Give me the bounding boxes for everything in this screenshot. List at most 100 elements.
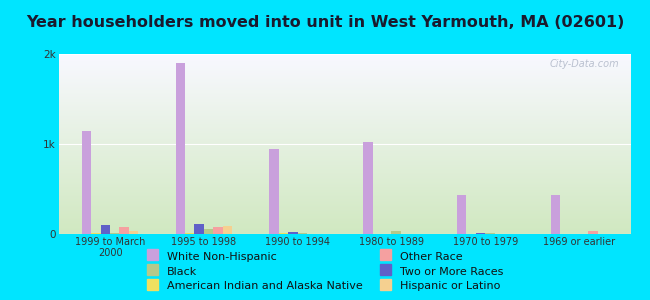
Bar [58, 102, 630, 103]
Bar [372, 233, 382, 234]
Bar [58, 136, 630, 137]
Bar [58, 165, 630, 166]
Bar [58, 203, 630, 204]
Bar [58, 200, 630, 201]
Bar [58, 145, 630, 146]
Bar [58, 206, 630, 207]
Bar [58, 156, 630, 157]
Text: City-Data.com: City-Data.com [549, 59, 619, 69]
Bar [382, 233, 391, 234]
Bar [58, 201, 630, 202]
Bar [58, 111, 630, 112]
Bar [58, 81, 630, 82]
Bar [58, 179, 630, 180]
Bar [58, 198, 630, 199]
Bar [58, 91, 630, 92]
Bar [58, 87, 630, 88]
Bar [58, 139, 630, 140]
Bar [58, 129, 630, 130]
Bar [58, 115, 630, 116]
Bar [58, 100, 630, 101]
Bar [58, 188, 630, 189]
Bar [58, 144, 630, 145]
Bar [58, 99, 630, 100]
Bar [58, 214, 630, 215]
Bar [58, 67, 630, 68]
Bar [58, 141, 630, 142]
Bar [58, 233, 630, 234]
Bar [58, 132, 630, 133]
Bar [58, 194, 630, 195]
Bar [58, 59, 630, 60]
Bar [58, 147, 630, 148]
Bar [58, 220, 630, 221]
Bar [551, 195, 560, 234]
Bar [58, 94, 630, 95]
Bar [58, 114, 630, 115]
Bar [58, 232, 630, 233]
Bar [58, 85, 630, 86]
Bar [58, 113, 630, 114]
Bar [307, 233, 317, 234]
Bar [58, 105, 630, 106]
Bar [58, 183, 630, 184]
Bar [401, 233, 410, 234]
Bar [58, 170, 630, 171]
Bar [58, 204, 630, 205]
Bar [58, 119, 630, 120]
Bar [279, 233, 288, 234]
Bar [58, 148, 630, 149]
Bar [58, 209, 630, 210]
Bar [58, 216, 630, 217]
Bar [58, 158, 630, 159]
Bar [58, 143, 630, 144]
Bar [58, 110, 630, 111]
Bar [58, 228, 630, 229]
Bar [467, 233, 476, 234]
Bar [58, 116, 630, 117]
Bar [58, 92, 630, 93]
Bar [58, 210, 630, 211]
Bar [58, 137, 630, 138]
Bar [58, 112, 630, 113]
Bar [58, 79, 630, 80]
Bar [58, 184, 630, 185]
Bar [58, 68, 630, 69]
Bar [58, 151, 630, 152]
Bar [58, 192, 630, 193]
Bar [58, 138, 630, 139]
Bar [58, 230, 630, 231]
Bar [58, 64, 630, 65]
Bar [58, 207, 630, 208]
Bar [58, 217, 630, 218]
Bar [58, 72, 630, 73]
Bar [58, 135, 630, 136]
Bar [588, 231, 598, 234]
Bar [58, 134, 630, 135]
Bar [58, 161, 630, 162]
Text: Year householders moved into unit in West Yarmouth, MA (02601): Year householders moved into unit in Wes… [26, 15, 624, 30]
Bar [58, 107, 630, 108]
Bar [58, 223, 630, 224]
Bar [58, 146, 630, 147]
Bar [58, 122, 630, 123]
Bar [58, 140, 630, 141]
Bar [58, 157, 630, 158]
Bar [58, 163, 630, 164]
Bar [58, 185, 630, 186]
Bar [58, 155, 630, 156]
Bar [58, 142, 630, 143]
Bar [58, 74, 630, 75]
Bar [58, 63, 630, 64]
Bar [58, 96, 630, 97]
Bar [58, 120, 630, 121]
Bar [58, 55, 630, 56]
Bar [58, 171, 630, 172]
Bar [476, 233, 485, 234]
Bar [58, 70, 630, 71]
Bar [58, 154, 630, 155]
Bar [58, 181, 630, 182]
Bar [58, 128, 630, 129]
Bar [270, 148, 279, 234]
Bar [58, 104, 630, 105]
